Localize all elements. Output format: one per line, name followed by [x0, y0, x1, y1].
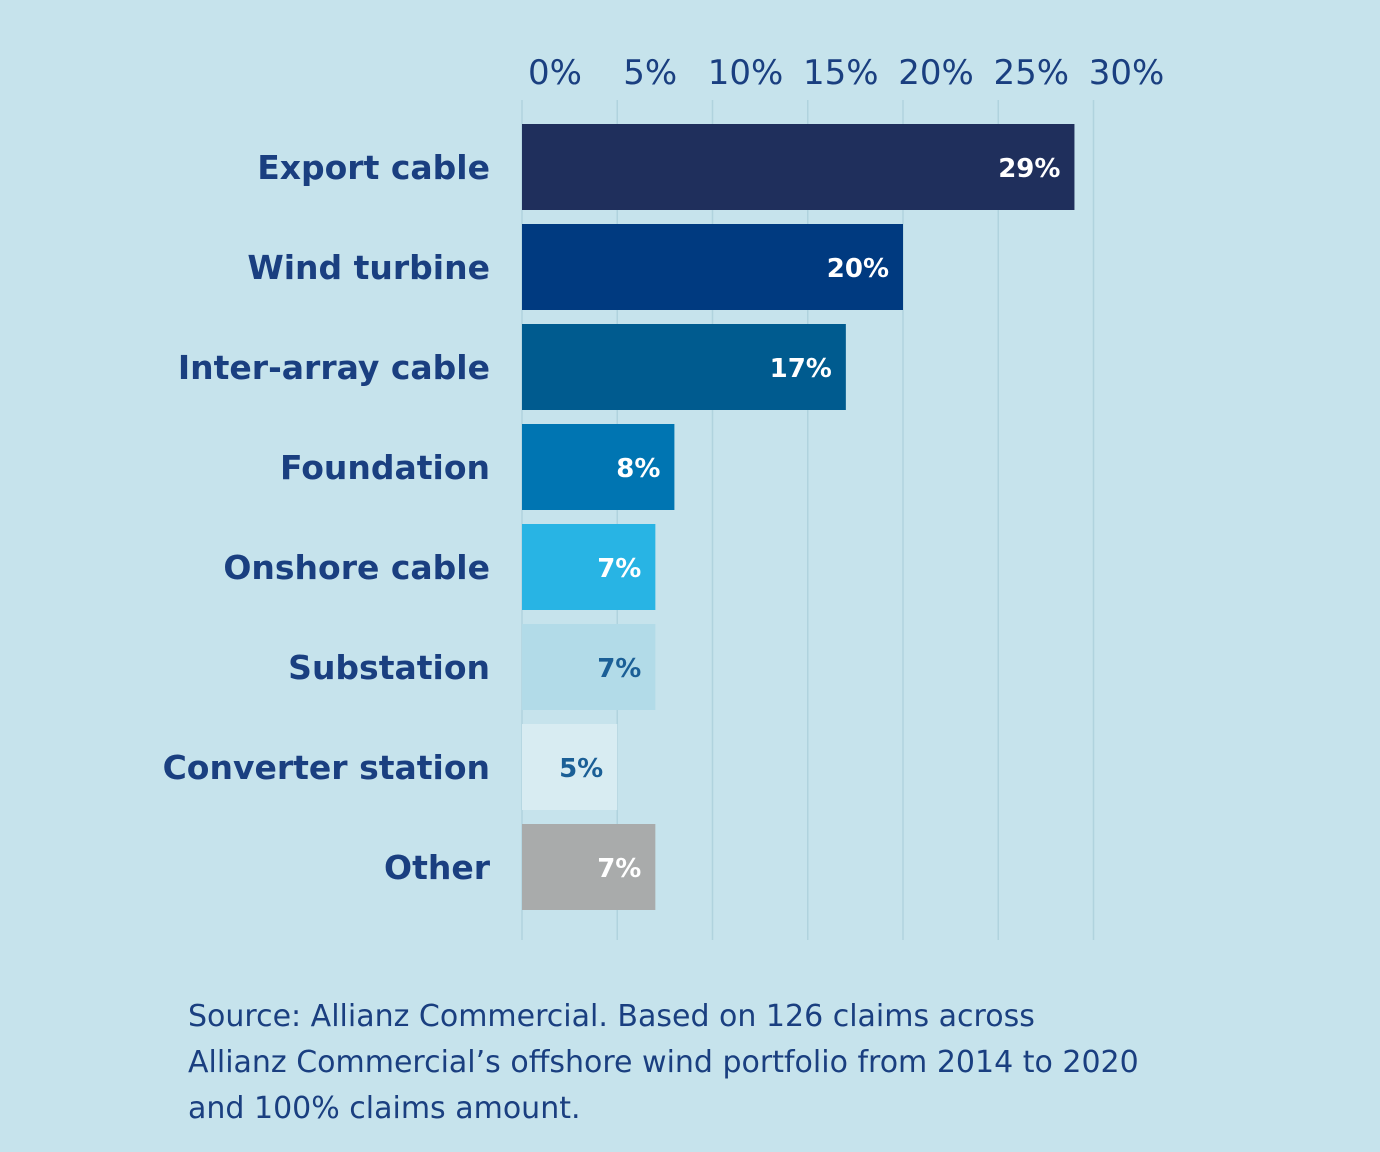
category-label: Converter station: [163, 748, 490, 787]
category-label: Inter-array cable: [178, 348, 490, 387]
bar-data-label: 20%: [827, 254, 889, 284]
bar-chart: 0% 5% 10% 15% 20% 25% 30% Export cable Wind tur…: [163, 53, 1164, 940]
x-tick-label: 15%: [803, 53, 879, 93]
x-tick-label: 10%: [708, 53, 784, 93]
category-label: Export cable: [257, 148, 490, 187]
x-axis-ticks: 0% 5% 10% 15% 20% 25% 30%: [528, 53, 1164, 93]
x-tick-label: 30%: [1089, 53, 1165, 93]
data-labels: 29% 20% 17% 8% 7% 7% 5% 7%: [559, 154, 1060, 884]
category-label: Wind turbine: [247, 248, 490, 287]
x-tick-label: 25%: [993, 53, 1069, 93]
bar: [522, 424, 675, 510]
bar-data-label: 7%: [597, 854, 641, 884]
category-label: Onshore cable: [223, 548, 490, 587]
bar-data-label: 5%: [559, 754, 603, 784]
bar: [522, 324, 846, 410]
bar: [522, 724, 618, 810]
bar: [522, 124, 1075, 210]
category-label: Other: [384, 848, 491, 887]
bar: [522, 224, 903, 310]
bar-data-label: 7%: [597, 554, 641, 584]
bar-data-label: 8%: [616, 454, 660, 484]
bar: [522, 824, 656, 910]
x-tick-label: 0%: [528, 53, 582, 93]
source-note: Source: Allianz Commercial. Based on 126…: [188, 994, 1208, 1132]
category-labels: Export cable Wind turbine Inter-array cabl…: [163, 148, 491, 887]
bars: [522, 124, 1075, 910]
x-tick-label: 5%: [623, 53, 677, 93]
category-label: Foundation: [280, 448, 490, 487]
source-line: Allianz Commercial’s offshore wind portf…: [188, 1045, 1139, 1080]
bar-data-label: 7%: [597, 654, 641, 684]
bar: [522, 524, 656, 610]
source-line: Source: Allianz Commercial. Based on 126…: [188, 999, 1035, 1034]
bar: [522, 624, 656, 710]
category-label: Substation: [288, 648, 490, 687]
bar-data-label: 17%: [770, 354, 832, 384]
source-line: and 100% claims amount.: [188, 1091, 581, 1126]
bar-data-label: 29%: [998, 154, 1060, 184]
x-tick-label: 20%: [898, 53, 974, 93]
